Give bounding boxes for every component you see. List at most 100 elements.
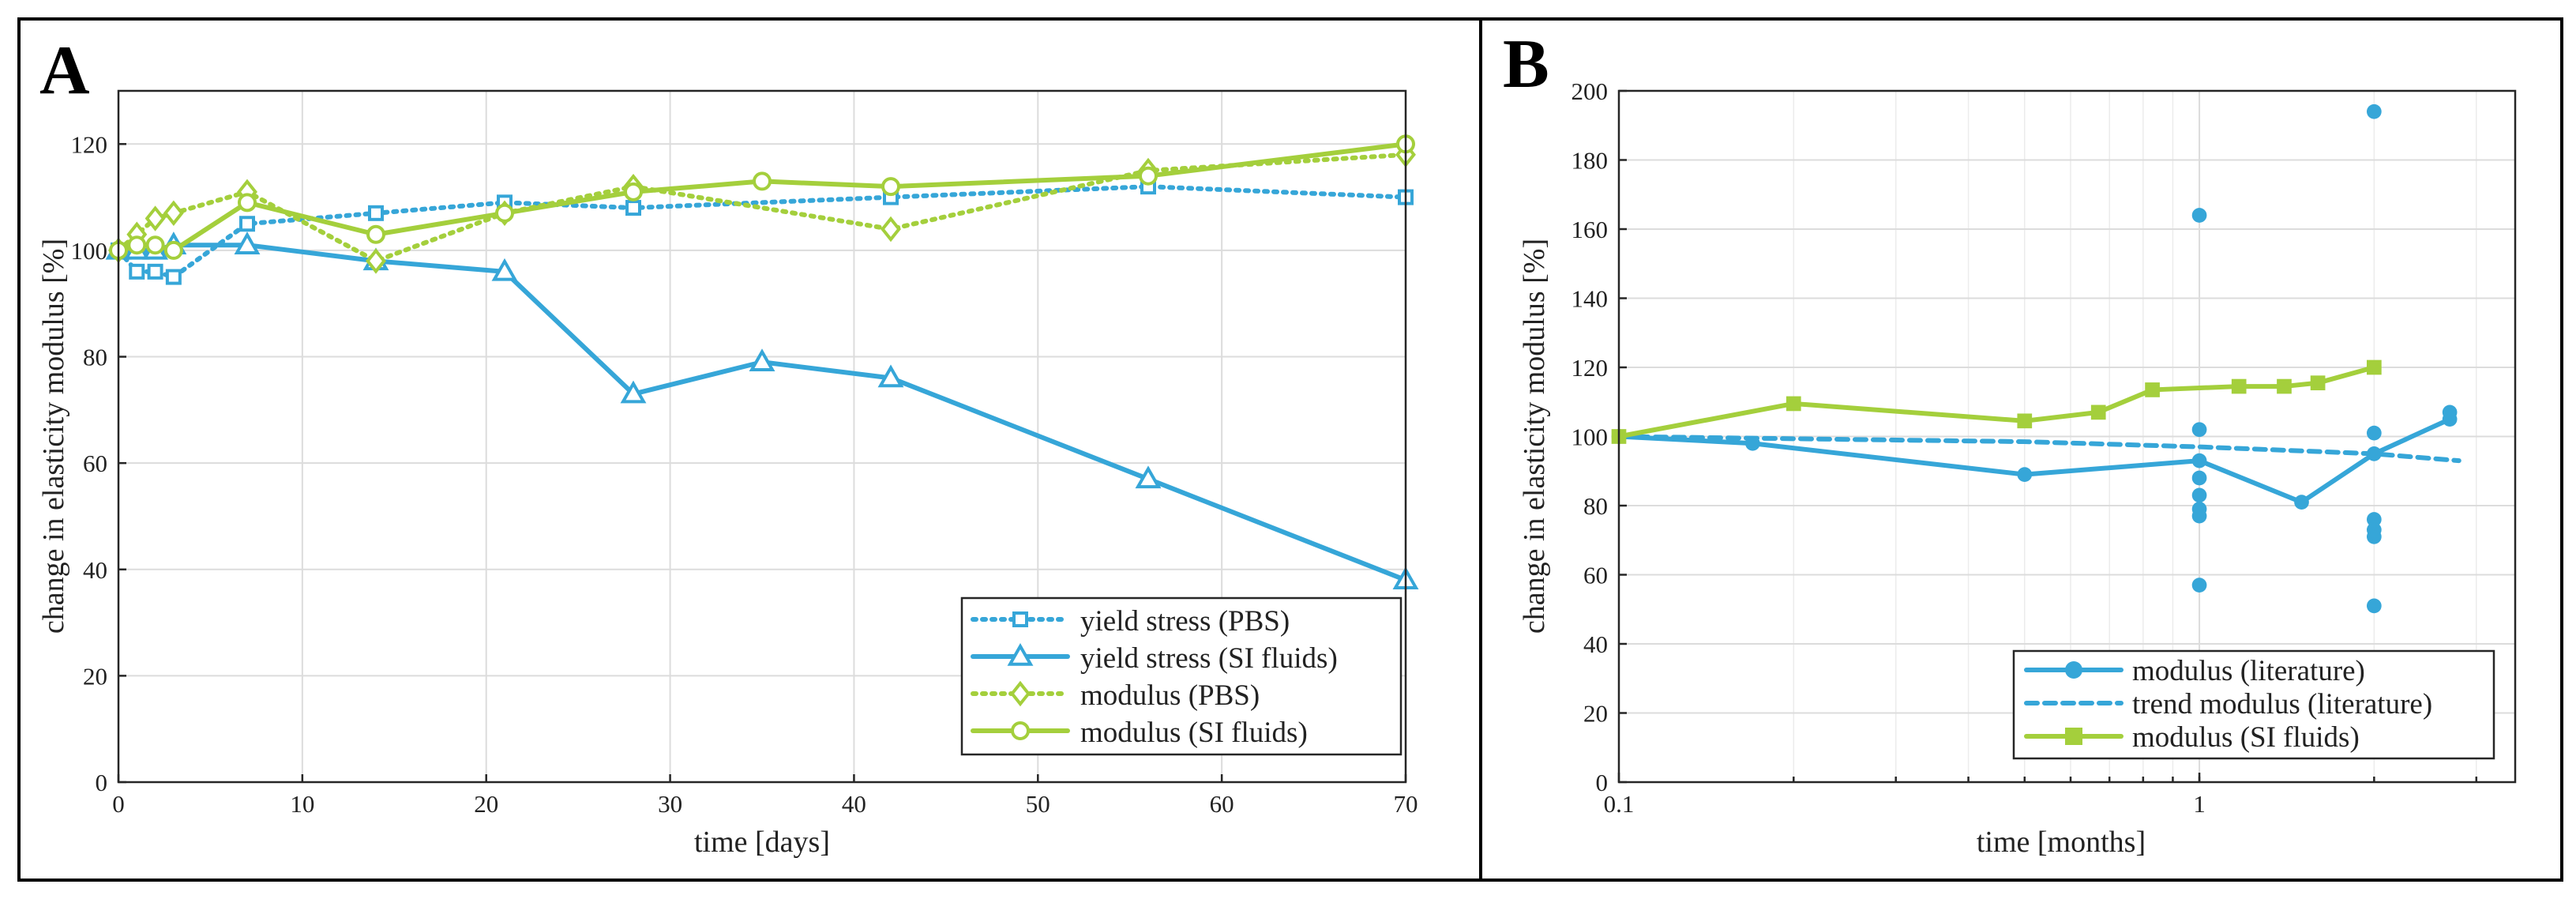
panel-b-series-4-point	[2231, 378, 2247, 394]
panel-a-tick-labels: 0 10 20 30 40 50 60 70 0 20 40 60 80 100 120	[71, 130, 1418, 818]
panel-b-series-4-point	[2090, 404, 2106, 420]
panel-b-y-tick-label: 60	[1583, 562, 1608, 589]
panel-b-tick-labels: 0.1 1 0 20 40 60 80 100 120 140 160 180 200	[1572, 77, 2206, 818]
panel-a-y-tick-label: 0	[96, 769, 108, 796]
panel-b-series-4-point	[2366, 359, 2382, 375]
panel-a-legend-marker-2	[1007, 642, 1034, 666]
panel-b-series-line-4	[1617, 365, 2377, 439]
panel-a-series-2-point	[749, 348, 775, 372]
panel-a-y-tick-label: 40	[83, 556, 107, 584]
panel-b-series-2-point	[2191, 422, 2207, 438]
panel-b-series-2-point	[2366, 512, 2382, 527]
panel-b-y-tick-label: 180	[1572, 147, 1609, 175]
panel-a-legend-label-1: yield stress (PBS)	[1080, 605, 1290, 638]
panel-b-plot-frame	[1617, 89, 2517, 784]
panel-a-series-3-point	[145, 205, 166, 231]
panel-a-series-4-point	[624, 182, 643, 201]
panel-a-series-4-point	[366, 224, 385, 244]
panel-b-y-tick-label: 100	[1572, 423, 1609, 451]
panel-a: A 0 10 20 30 40 50 60 70 0 20 40 60 80 100 120 time [d…	[37, 32, 1419, 859]
panel-a-series-1-point	[147, 263, 163, 280]
panel-a-y-tick-label: 120	[71, 130, 108, 158]
panel-b-series-2-point	[2191, 487, 2207, 503]
panel-a-series-2-point	[620, 380, 647, 404]
panel-a-series-4-point	[238, 193, 257, 213]
panel-a-series-1-point	[239, 216, 255, 232]
panel-a-series-4-point	[145, 235, 165, 255]
panel-a-series-1-point	[625, 200, 641, 216]
panel-b-series-2-point	[2442, 404, 2458, 420]
panel-b-legend-label-3: modulus (SI fluids)	[2132, 721, 2360, 754]
panel-a-y-tick-label: 80	[83, 344, 107, 371]
panel-a-series-4-point	[753, 171, 772, 191]
panel-a-plot-frame	[117, 89, 1407, 784]
panel-a-series-1-point	[368, 205, 384, 221]
panel-b-y-axis-title: change in elasticity modulus [%]	[1518, 239, 1551, 634]
panel-b-legend-marker-1	[2065, 661, 2082, 679]
panel-a-series-line-2	[116, 243, 1408, 583]
panel-a-series-2-point	[877, 364, 904, 388]
panel-b-y-tick-label: 40	[1583, 630, 1608, 658]
panel-b-y-tick-label: 0	[1596, 769, 1609, 796]
panel-a-series-3-point	[366, 248, 386, 274]
panel-b: B 0.1 1 0 20 40 60 80 100 120 140 160 180 200 time […	[1503, 26, 2517, 859]
panel-b-series-2-point	[2366, 598, 2382, 614]
figure-border	[17, 17, 2563, 882]
panel-b-legend-label-1: modulus (literature)	[2132, 655, 2365, 687]
panel-a-series-2-point	[1135, 465, 1162, 489]
panel-b-series-4-point	[2310, 375, 2326, 391]
panel-a-x-tick-label: 70	[1394, 790, 1418, 818]
panel-a-x-tick-label: 10	[290, 790, 314, 818]
panel-a-label: A	[39, 32, 90, 109]
panel-b-series-2-point	[2366, 103, 2382, 119]
panel-a-series-4-point	[881, 177, 900, 197]
panel-b-series-line-3	[1617, 434, 2461, 464]
panel-a-series-3-point	[881, 216, 901, 243]
panel-a-legend-marker-3	[1010, 680, 1031, 707]
panel-b-label: B	[1503, 26, 1549, 103]
panel-b-x-axis-title: time [months]	[1977, 826, 2146, 859]
panel-b-series-4-point	[1786, 396, 1801, 412]
panel-b-x-tick-label: 0.1	[1604, 790, 1635, 818]
panel-a-series-4-point	[127, 235, 147, 255]
panel-b-series-2-point	[2366, 529, 2382, 544]
panel-b-series-4-point	[2145, 382, 2160, 397]
panel-a-series-4-point	[163, 240, 183, 260]
panel-a-series	[105, 134, 1419, 589]
panel-b-series-2-point	[2191, 578, 2207, 593]
panel-b-y-tick-label: 120	[1572, 354, 1609, 382]
panel-b-series-4-point	[2277, 378, 2292, 394]
panel-b-series-2-point	[2191, 208, 2207, 223]
panel-a-y-tick-label: 100	[71, 237, 108, 265]
panel-b-series-line-1	[1617, 416, 2453, 505]
panel-a-x-tick-label: 50	[1026, 790, 1050, 818]
panel-a-legend: yield stress (PBS) yield stress (SI flui…	[960, 596, 1403, 756]
panel-a-series-4-point	[495, 203, 514, 223]
panel-b-y-tick-label: 160	[1572, 216, 1609, 243]
panel-a-series-4-point	[1139, 166, 1158, 186]
panel-a-legend-label-2: yield stress (SI fluids)	[1080, 642, 1338, 675]
panel-a-legend-label-3: modulus (PBS)	[1080, 679, 1260, 712]
panel-a-x-tick-label: 20	[474, 790, 498, 818]
panel-b-y-tick-label: 80	[1583, 492, 1608, 520]
panel-b-series-1-point	[2294, 495, 2309, 510]
panel-a-x-tick-label: 60	[1210, 790, 1234, 818]
panel-a-y-tick-label: 60	[83, 450, 107, 477]
panel-a-legend-marker-4	[1011, 721, 1030, 740]
panel-b-series-1-point	[2017, 467, 2033, 482]
panel-a-y-tick-label: 20	[83, 662, 107, 690]
panel-a-legend-label-4: modulus (SI fluids)	[1080, 717, 1308, 749]
panel-b-legend-box	[2012, 649, 2495, 760]
panel-a-series-line-3	[116, 152, 1408, 264]
panel-b-legend-label-2: trend modulus (literature)	[2132, 688, 2432, 721]
panel-a-x-tick-label: 0	[112, 790, 125, 818]
panel-b-series-1-point	[2191, 453, 2207, 468]
panel-a-x-axis-title: time [days]	[694, 826, 830, 859]
panel-b-y-tick-label: 20	[1583, 700, 1608, 728]
panel-a-x-tick-label: 30	[658, 790, 682, 818]
panel-a-series-line-1	[116, 184, 1408, 280]
panel-a-series-2-point	[491, 258, 518, 281]
panel-a-series-1-point	[129, 263, 145, 280]
panel-a-series-2-point	[234, 231, 261, 254]
